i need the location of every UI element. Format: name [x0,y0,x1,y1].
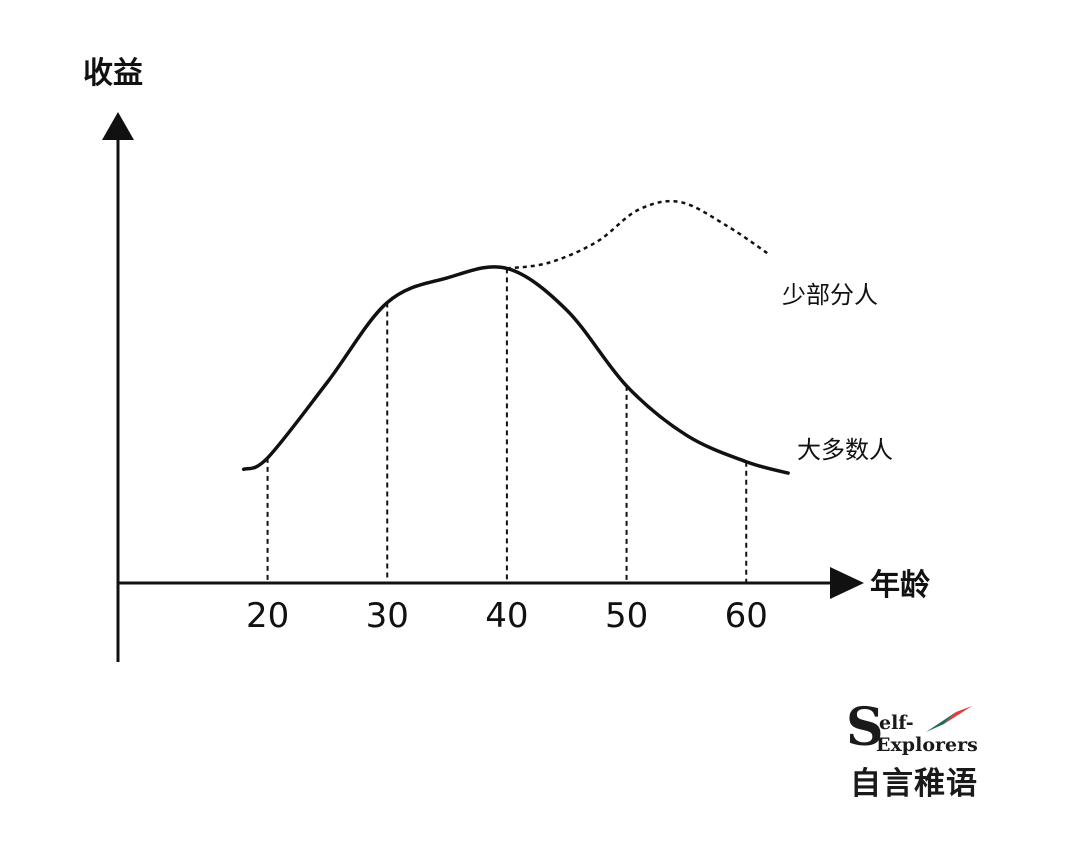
series-line-majority [241,265,790,475]
series-labels: 大多数人 少部分人 [782,281,893,464]
logo-text-line1: elf- [879,712,914,734]
series-layer [241,199,790,475]
y-axis-arrow-icon [102,112,134,140]
x-tick-labels: 20 30 40 50 60 [246,596,768,636]
logo-s-letter: S [846,697,884,758]
x-tick-label: 30 [366,596,409,636]
logo-text-line2: Explorers [876,734,978,756]
x-tick-label: 50 [605,596,648,636]
x-tick-label: 40 [485,596,528,636]
compass-needle-icon [926,706,972,732]
x-axis-arrow-icon [830,567,864,599]
x-tick-label: 60 [725,596,768,636]
axes [102,112,864,662]
x-tick-label: 20 [246,596,289,636]
x-axis-title: 年龄 [870,568,931,603]
logo-chinese-text: 自言稚语 [850,766,978,802]
series-label: 大多数人 [797,436,893,464]
y-axis-title: 收益 [83,56,143,91]
series-line-minority [506,199,771,270]
drop-lines [266,268,748,583]
self-explorers-logo: S elf- Explorers 自言稚语 [846,702,996,803]
series-label: 少部分人 [782,281,878,309]
